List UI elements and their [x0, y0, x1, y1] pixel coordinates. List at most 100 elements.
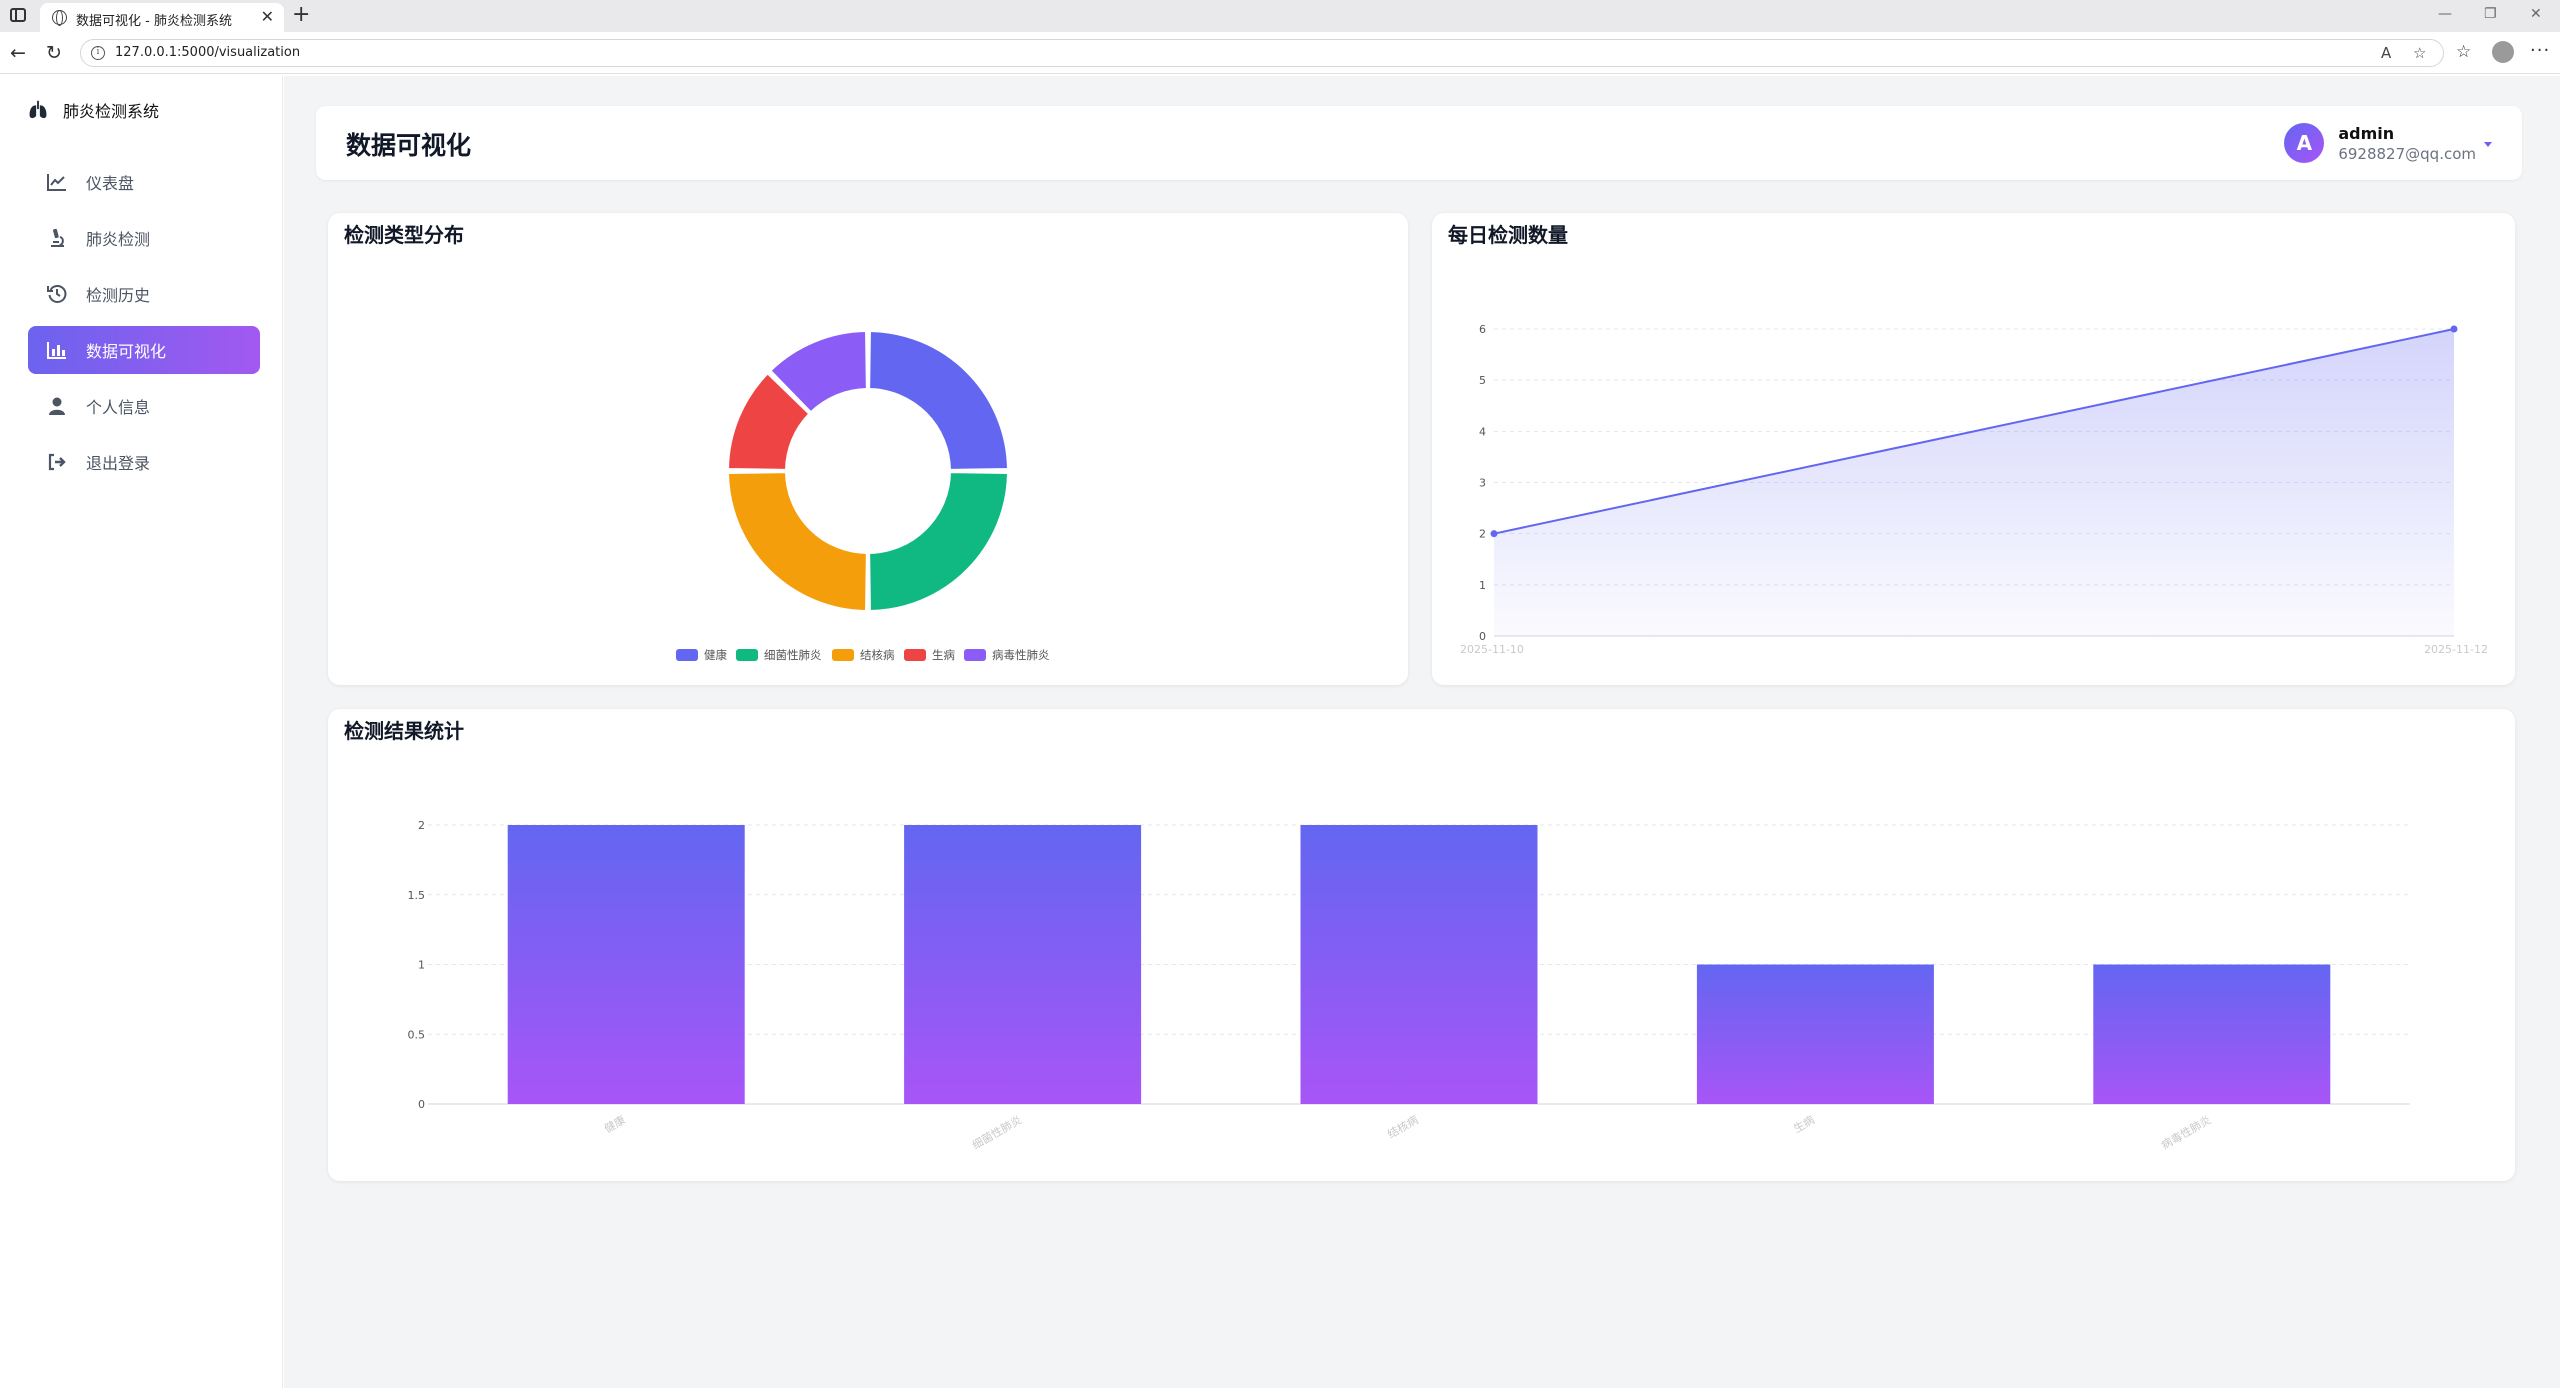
sidebar-item-logout[interactable]: 退出登录 — [28, 438, 260, 486]
sidebar-item-label: 检测历史 — [86, 286, 151, 305]
legend-label: 生病 — [932, 648, 955, 662]
legend-swatch — [736, 649, 758, 661]
y-tick-label: 1.5 — [408, 889, 426, 902]
legend-swatch — [904, 649, 926, 661]
sidebar-toggle-icon[interactable] — [10, 8, 26, 22]
main-content: 数据可视化 A admin 6928827@qq.com 检测类型分布 健康细菌… — [284, 76, 2560, 1388]
result-stats-card: 检测结果统计 0 0.5 1 1.5 2 健康 细菌性肺炎 结核病 生病 病毒性肺炎 — [328, 709, 2515, 1181]
bar — [507, 825, 745, 1104]
line-chart-icon — [46, 172, 68, 192]
globe-icon — [52, 10, 67, 26]
url-text: 127.0.0.1:5000/visualization — [115, 45, 301, 60]
favorites-icon[interactable]: ☆ — [2456, 42, 2472, 62]
favorite-star-icon[interactable]: ☆ — [2413, 44, 2427, 62]
legend-label: 病毒性肺炎 — [992, 648, 1050, 662]
legend-swatch — [964, 649, 986, 661]
page-title: 数据可视化 — [346, 131, 472, 160]
legend-label: 健康 — [704, 648, 727, 662]
profile-avatar-icon[interactable] — [2492, 41, 2514, 63]
y-tick-label: 3 — [1479, 477, 1486, 490]
x-tick-label: 结核病 — [1385, 1112, 1421, 1141]
user-name: admin — [2338, 123, 2395, 143]
reload-icon[interactable]: ↻ — [46, 42, 62, 64]
series-line — [1493, 328, 2455, 535]
tab-close-icon[interactable]: ✕ — [260, 7, 274, 26]
donut-slice — [769, 330, 868, 414]
legend-swatch — [676, 649, 698, 661]
y-tick-label: 1 — [1479, 579, 1486, 592]
daily-count-card: 每日检测数量 0 1 2 3 4 5 6 2025-11-10 2025-11-12 — [1432, 213, 2515, 685]
close-window-icon[interactable]: ✕ — [2530, 6, 2542, 22]
site-info-icon[interactable]: i — [91, 46, 105, 60]
y-tick-label: 6 — [1479, 323, 1486, 336]
bar — [1696, 964, 1934, 1104]
bar — [904, 825, 1142, 1104]
x-tick-label: 健康 — [602, 1112, 628, 1135]
address-bar: ← ↻ i 127.0.0.1:5000/visualization A ☆ ☆… — [0, 32, 2560, 74]
area-chart: 0 1 2 3 4 5 6 2025-11-10 2025-11-12 — [1460, 323, 2488, 656]
url-field[interactable]: i 127.0.0.1:5000/visualization A ☆ — [80, 39, 2444, 67]
y-tick-label: 4 — [1479, 425, 1486, 438]
donut-slice — [727, 471, 868, 612]
user-menu[interactable]: A admin 6928827@qq.com — [2284, 120, 2492, 166]
type-distribution-card: 检测类型分布 健康 细菌性肺炎 结核病 生病 病毒性肺炎 — [328, 213, 1408, 685]
sidebar-item-label: 肺炎检测 — [86, 230, 151, 249]
y-tick-label: 0 — [418, 1098, 425, 1111]
data-point — [1490, 530, 1498, 538]
bar — [1300, 825, 1538, 1104]
new-tab-icon[interactable]: + — [292, 2, 311, 27]
donut-slice — [727, 372, 811, 471]
read-aloud-icon[interactable]: A — [2381, 44, 2392, 62]
y-tick-label: 5 — [1479, 374, 1486, 387]
y-tick-label: 0.5 — [408, 1028, 426, 1041]
bar-chart-icon — [46, 340, 68, 360]
x-tick-label: 生病 — [1791, 1112, 1817, 1135]
legend-swatch — [832, 649, 854, 661]
x-tick-label: 病毒性肺炎 — [2159, 1112, 2214, 1152]
y-tick-label: 0 — [1479, 630, 1486, 643]
sidebar: 肺炎检测系统 仪表盘 肺炎检测 检测历史 数据可视化 — [5, 76, 283, 1388]
sidebar-item-history[interactable]: 检测历史 — [28, 270, 260, 318]
chart-title: 检测类型分布 — [344, 223, 464, 247]
restore-icon[interactable]: ❐ — [2484, 6, 2497, 22]
logout-icon — [46, 452, 68, 472]
sidebar-menu: 仪表盘 肺炎检测 检测历史 数据可视化 个人信息 — [28, 158, 260, 494]
back-icon[interactable]: ← — [10, 42, 26, 64]
avatar: A — [2284, 123, 2325, 163]
y-tick-label: 1 — [418, 959, 425, 972]
brand: 肺炎检测系统 — [27, 98, 159, 122]
donut-chart: 健康 细菌性肺炎 结核病 生病 病毒性肺炎 — [676, 330, 1050, 662]
area-fill — [1494, 329, 2454, 636]
bar-chart: 0 0.5 1 1.5 2 健康 细菌性肺炎 结核病 生病 病毒性肺炎 — [408, 819, 2410, 1152]
history-icon — [46, 284, 68, 304]
chart-title: 每日检测数量 — [1448, 223, 1568, 247]
donut-slice — [868, 330, 1009, 471]
y-tick-label: 2 — [418, 819, 425, 832]
x-tick-label: 2025-11-12 — [2424, 643, 2488, 656]
user-info: admin 6928827@qq.com — [2338, 124, 2476, 163]
legend-label: 细菌性肺炎 — [764, 648, 822, 662]
sidebar-item-visualization[interactable]: 数据可视化 — [28, 326, 260, 374]
user-icon — [46, 396, 68, 416]
brand-name: 肺炎检测系统 — [63, 102, 160, 121]
user-email: 6928827@qq.com — [2338, 144, 2476, 163]
sidebar-item-label: 仪表盘 — [86, 174, 135, 193]
chevron-down-icon — [2484, 141, 2492, 147]
x-tick-label: 细菌性肺炎 — [969, 1112, 1024, 1152]
sidebar-item-detection[interactable]: 肺炎检测 — [28, 214, 260, 262]
page-header: 数据可视化 A admin 6928827@qq.com — [316, 106, 2522, 180]
minimize-icon[interactable]: — — [2438, 6, 2452, 22]
sidebar-item-label: 退出登录 — [86, 454, 151, 473]
data-point — [2450, 325, 2458, 333]
legend-label: 结核病 — [860, 648, 895, 662]
sidebar-item-label: 数据可视化 — [86, 342, 167, 361]
more-menu-icon[interactable]: ··· — [2530, 40, 2551, 61]
sidebar-item-dashboard[interactable]: 仪表盘 — [28, 158, 260, 206]
browser-tab[interactable]: 数据可视化 - 肺炎检测系统 ✕ — [40, 3, 284, 32]
bar — [2093, 964, 2331, 1104]
y-tick-label: 2 — [1479, 528, 1486, 541]
sidebar-item-label: 个人信息 — [86, 398, 151, 417]
donut-slice — [868, 471, 1009, 612]
sidebar-item-profile[interactable]: 个人信息 — [28, 382, 260, 430]
chart-title: 检测结果统计 — [344, 719, 464, 743]
